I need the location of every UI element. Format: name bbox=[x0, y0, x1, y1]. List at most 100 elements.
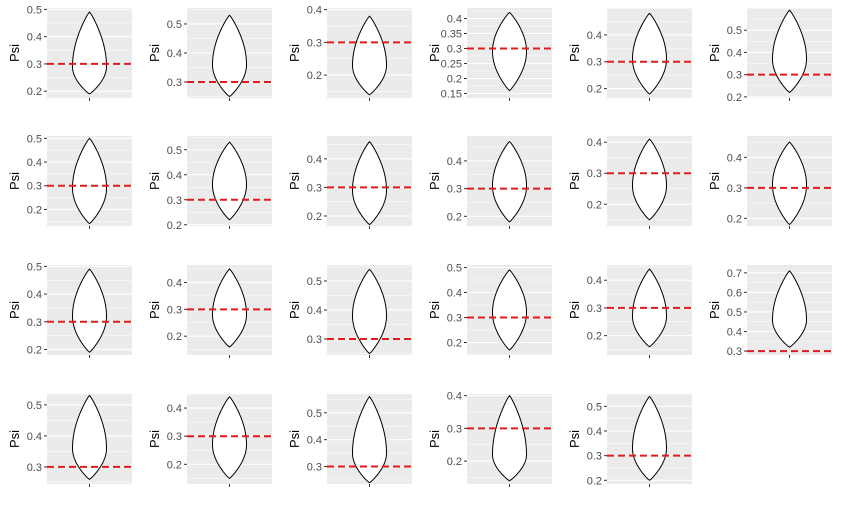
violin-shape bbox=[71, 268, 108, 353]
violin-panel-20: 0.2 0.3 0.4 Psi bbox=[147, 393, 272, 487]
violin-shape bbox=[71, 11, 108, 95]
y-axis-title: Psi bbox=[567, 172, 582, 190]
y-axis-title: Psi bbox=[707, 172, 722, 190]
violin-shape bbox=[351, 15, 388, 96]
violin-panel-2: 0.3 0.4 0.5 Psi bbox=[147, 8, 272, 101]
y-tick-label: 0.2 bbox=[587, 475, 602, 487]
y-tick-label: 0.4 bbox=[587, 137, 602, 149]
violin-shape bbox=[771, 270, 808, 348]
y-tick-label: 0.2 bbox=[587, 199, 602, 211]
y-tick-label: 0.2 bbox=[307, 70, 322, 82]
y-axis-title: Psi bbox=[287, 301, 302, 319]
y-tick-label: 0.2 bbox=[447, 211, 462, 223]
violin-panel-19: 0.3 0.4 0.5 Psi bbox=[7, 394, 132, 487]
y-axis-title: Psi bbox=[427, 44, 442, 62]
y-tick-label: 0.5 bbox=[167, 145, 182, 157]
y-tick-label: 0.3 bbox=[587, 168, 602, 180]
violin-panel-18: 0.3 0.4 0.5 0.6 0.7 Psi bbox=[707, 265, 832, 358]
y-tick-label: 0.5 bbox=[167, 19, 182, 31]
y-tick-label: 0.2 bbox=[447, 338, 462, 350]
y-tick-label: 0.5 bbox=[27, 133, 42, 145]
y-tick-label: 0.4 bbox=[27, 32, 42, 44]
violin-shape bbox=[491, 140, 528, 223]
y-axis-title: Psi bbox=[287, 430, 302, 448]
y-tick-label: 0.2 bbox=[167, 220, 182, 232]
y-tick-label: 0.5 bbox=[307, 408, 322, 420]
y-tick-label: 0.3 bbox=[167, 77, 182, 89]
y-axis-title: Psi bbox=[427, 172, 442, 190]
violin-shape bbox=[772, 141, 807, 226]
violin-panel-10: 0.2 0.3 0.4 Psi bbox=[427, 136, 552, 229]
y-axis-title: Psi bbox=[427, 430, 442, 448]
y-tick-label: 0.2 bbox=[307, 211, 322, 223]
y-tick-label: 0.3 bbox=[447, 313, 462, 325]
violin-shape bbox=[491, 11, 528, 92]
y-tick-label: 0.4 bbox=[447, 288, 462, 300]
y-tick-label: 0.3 bbox=[167, 304, 182, 316]
violin-panel-15: 0.3 0.4 0.5 Psi bbox=[287, 265, 412, 358]
y-axis-title: Psi bbox=[7, 172, 22, 190]
y-tick-label: 0.5 bbox=[587, 401, 602, 413]
y-tick-label: 0.2 bbox=[167, 331, 182, 343]
y-axis-title: Psi bbox=[567, 44, 582, 62]
y-tick-label: 0.3 bbox=[307, 182, 322, 194]
y-tick-label: 0.3 bbox=[727, 346, 742, 358]
y-tick-label: 0.5 bbox=[727, 25, 742, 37]
y-tick-label: 0.4 bbox=[27, 289, 42, 301]
y-tick-label: 0.3 bbox=[447, 184, 462, 196]
y-axis-title: Psi bbox=[147, 44, 162, 62]
y-tick-label: 0.3 bbox=[27, 59, 42, 71]
violin-shape bbox=[211, 396, 248, 480]
violin-shape bbox=[71, 394, 108, 480]
violin-panel-12: 0.2 0.3 0.4 Psi bbox=[707, 136, 832, 229]
y-tick-label: 0.6 bbox=[727, 287, 742, 299]
y-tick-label: 0.3 bbox=[307, 334, 322, 346]
y-tick-label: 0.4 bbox=[167, 170, 182, 182]
y-tick-label: 0.3 bbox=[587, 57, 602, 69]
violin-shape bbox=[772, 9, 807, 94]
y-tick-label: 0.3 bbox=[447, 44, 462, 56]
y-tick-label: 0.3 bbox=[307, 462, 322, 474]
violin-shape bbox=[631, 138, 668, 221]
y-tick-label: 0.2 bbox=[27, 344, 42, 356]
y-tick-label: 0.2 bbox=[27, 204, 42, 216]
y-tick-label: 0.5 bbox=[727, 307, 742, 319]
violin-panel-13: 0.2 0.3 0.4 0.5 Psi bbox=[7, 261, 132, 358]
y-axis-title: Psi bbox=[7, 44, 22, 62]
y-axis-title: Psi bbox=[7, 430, 22, 448]
violin-panel-7: 0.2 0.3 0.4 0.5 Psi bbox=[7, 133, 132, 229]
y-axis-title: Psi bbox=[147, 430, 162, 448]
y-tick-label: 0.15 bbox=[441, 89, 462, 101]
y-tick-label: 0.7 bbox=[727, 268, 742, 280]
y-tick-label: 0.3 bbox=[727, 183, 742, 195]
violin-panel-22: 0.2 0.3 0.4 Psi bbox=[427, 391, 552, 487]
y-tick-label: 0.5 bbox=[27, 261, 42, 273]
violin-shape bbox=[632, 268, 667, 348]
violin-panel-6: 0.2 0.3 0.4 0.5 Psi bbox=[707, 7, 832, 104]
y-tick-label: 0.4 bbox=[167, 403, 182, 415]
y-tick-label: 0.4 bbox=[307, 435, 322, 447]
violin-panel-23: 0.2 0.3 0.4 0.5 Psi bbox=[567, 393, 692, 487]
violin-panel-8: 0.2 0.3 0.4 0.5 Psi bbox=[147, 136, 272, 232]
y-axis-title: Psi bbox=[707, 44, 722, 62]
violin-shape bbox=[211, 268, 248, 348]
y-tick-label: 0.3 bbox=[587, 451, 602, 463]
y-axis-title: Psi bbox=[147, 301, 162, 319]
y-tick-label: 0.4 bbox=[167, 277, 182, 289]
y-tick-label: 0.4 bbox=[447, 14, 462, 26]
y-axis-title: Psi bbox=[427, 301, 442, 319]
y-tick-label: 0.2 bbox=[167, 459, 182, 471]
violin-shape bbox=[72, 137, 107, 225]
y-tick-label: 0.5 bbox=[27, 400, 42, 412]
y-axis-title: Psi bbox=[287, 172, 302, 190]
y-tick-label: 0.4 bbox=[307, 5, 322, 17]
y-tick-label: 0.3 bbox=[167, 431, 182, 443]
y-tick-label: 0.4 bbox=[447, 391, 462, 403]
y-tick-label: 0.3 bbox=[307, 37, 322, 49]
y-tick-label: 0.2 bbox=[727, 92, 742, 104]
y-tick-label: 0.5 bbox=[27, 4, 42, 16]
y-tick-label: 0.4 bbox=[587, 426, 602, 438]
y-axis-title: Psi bbox=[287, 44, 302, 62]
y-tick-label: 0.4 bbox=[307, 154, 322, 166]
violin-panel-16: 0.2 0.3 0.4 0.5 Psi bbox=[427, 263, 552, 358]
